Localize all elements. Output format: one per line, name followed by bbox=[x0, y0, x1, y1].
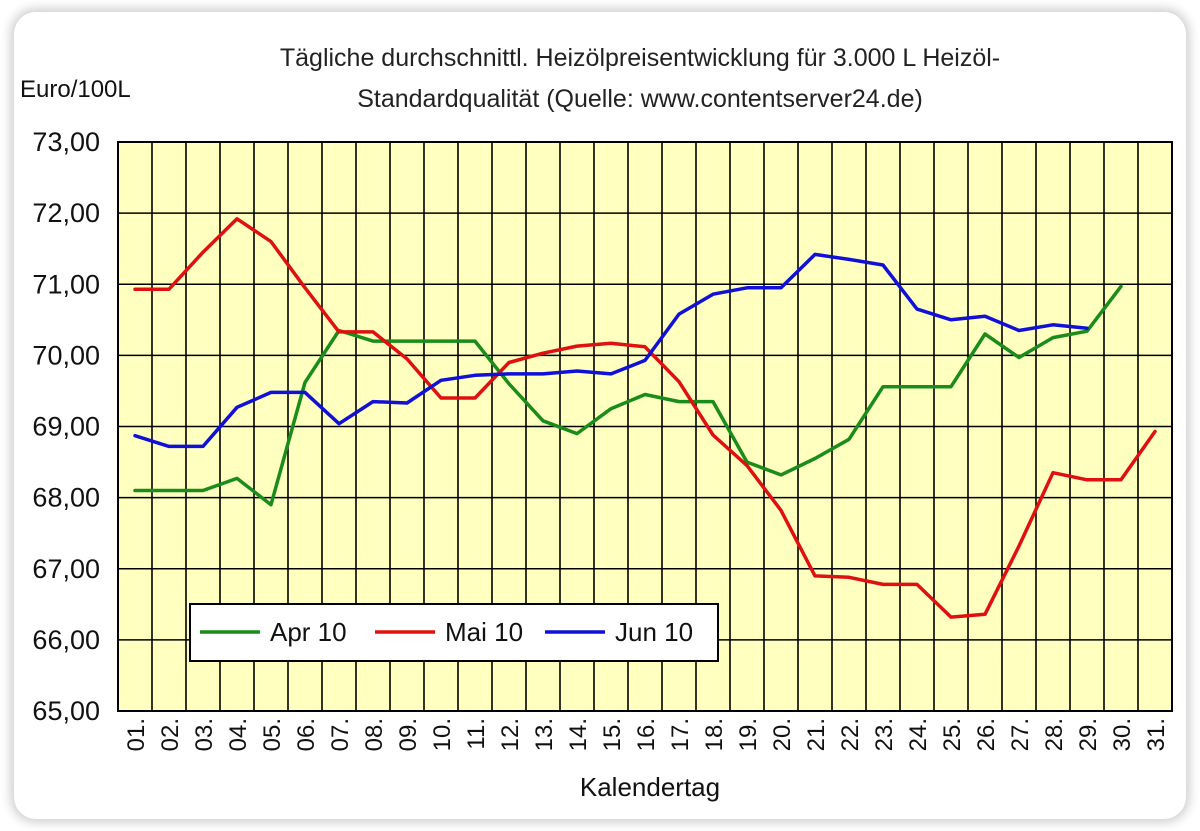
x-tick-label: 23. bbox=[871, 718, 898, 751]
legend-label: Jun 10 bbox=[615, 617, 693, 647]
x-tick-label: 06. bbox=[293, 718, 320, 751]
x-tick-label: 07. bbox=[327, 718, 354, 751]
x-tick-label: 30. bbox=[1109, 718, 1136, 751]
y-axis-unit: Euro/100L bbox=[20, 76, 131, 103]
series-lines bbox=[133, 217, 1157, 619]
plot-border bbox=[117, 141, 1173, 712]
x-tick-label: 18. bbox=[701, 718, 728, 751]
x-tick-label: 12. bbox=[497, 718, 524, 751]
legend: Apr 10 Mai 10 Jun 10 bbox=[189, 603, 719, 662]
y-tick-label: 71,00 bbox=[32, 269, 100, 299]
x-tick-label: 05. bbox=[259, 718, 286, 751]
x-tick-label: 17. bbox=[667, 718, 694, 751]
x-tick-label: 01. bbox=[123, 718, 150, 751]
y-tick-label: 65,00 bbox=[32, 696, 100, 726]
legend-box bbox=[189, 603, 719, 662]
x-tick-label: 27. bbox=[1007, 718, 1034, 751]
x-tick-label: 31. bbox=[1143, 718, 1170, 751]
x-tick-label: 16. bbox=[633, 718, 660, 751]
x-tick-label: 21. bbox=[803, 718, 830, 751]
x-tick-label: 22. bbox=[837, 718, 864, 751]
series-line bbox=[133, 217, 1157, 619]
x-tick-label: 20. bbox=[769, 718, 796, 751]
x-tick-label: 25. bbox=[939, 718, 966, 751]
y-tick-labels: 73,00 72,00 71,00 70,00 69,00 68,00 67,00 66,00… bbox=[32, 127, 100, 726]
y-tick-label: 73,00 bbox=[32, 127, 100, 157]
x-tick-label: 04. bbox=[225, 718, 252, 751]
x-tick-label: 29. bbox=[1075, 718, 1102, 751]
y-tick-label: 69,00 bbox=[32, 412, 100, 442]
y-tick-label: 70,00 bbox=[32, 340, 100, 370]
x-tick-label: 14. bbox=[565, 718, 592, 751]
legend-label: Apr 10 bbox=[270, 617, 347, 647]
x-tick-label: 15. bbox=[599, 718, 626, 751]
series-line bbox=[133, 252, 1089, 449]
x-tick-label: 26. bbox=[973, 718, 1000, 751]
x-tick-label: 09. bbox=[395, 718, 422, 751]
y-tick-label: 72,00 bbox=[32, 198, 100, 228]
x-axis-label: Kalendertag bbox=[580, 772, 720, 802]
x-tick-labels: 01. 02. 03. 04. 05. 06. 07. 08. 09. 10. 11. 12. 13. 1… bbox=[123, 718, 1170, 751]
x-tick-label: 03. bbox=[191, 718, 218, 751]
x-tick-label: 08. bbox=[361, 718, 388, 751]
y-tick-label: 66,00 bbox=[32, 625, 100, 655]
chart-title-line-1: Tägliche durchschnittl. Heizölpreisentwi… bbox=[280, 44, 1000, 72]
x-tick-label: 19. bbox=[735, 718, 762, 751]
x-tick-label: 10. bbox=[429, 718, 456, 751]
y-tick-label: 67,00 bbox=[32, 554, 100, 584]
legend-label: Mai 10 bbox=[445, 617, 523, 647]
x-tick-label: 02. bbox=[157, 718, 184, 751]
x-tick-label: 13. bbox=[531, 718, 558, 751]
x-tick-label: 28. bbox=[1041, 718, 1068, 751]
y-tick-label: 68,00 bbox=[32, 483, 100, 513]
chart-title-line-2: Standardqualität (Quelle: www.contentser… bbox=[357, 85, 923, 113]
x-tick-label: 24. bbox=[905, 718, 932, 751]
x-tick-label: 11. bbox=[463, 718, 490, 750]
series-line bbox=[133, 284, 1123, 507]
